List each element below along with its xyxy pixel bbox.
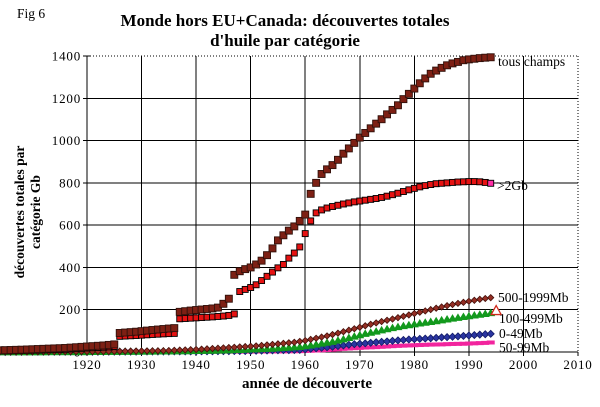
y-axis-title: découvertes totales par catégorie Gb [12,62,44,362]
x-tick-label: 1970 [345,357,374,372]
figure-number: Fig 6 [17,6,46,21]
tick-labels: 0200400600800100012001400192019301940195… [52,49,592,373]
y-axis-title-line2: catégorie Gb [28,175,43,249]
chart-title: Monde hors EU+Canada: découvertes totale… [0,11,570,51]
y-tick-label: 1200 [52,91,81,106]
y-tick-label: 400 [59,260,81,275]
y-tick-label: 200 [59,302,81,317]
chart-title-line2: d'huile par catégorie [210,31,360,50]
series-label-cat-0-49mb: 0-49Mb [499,326,543,341]
x-tick-label: 1950 [236,357,265,372]
x-tick-label: 2010 [563,357,592,372]
series-label-gt2gb: >2Gb [497,178,528,193]
x-axis-title: année de découverte [242,376,372,392]
x-tick-label: 1980 [400,357,429,372]
y-tick-label: 1400 [52,49,81,64]
series-labels: tous champs >2Gb 500-1999Mb 100-499Mb0-49Mb… [497,54,569,355]
x-tick-label: 1930 [127,357,156,372]
x-tick-label: 1960 [291,357,320,372]
y-tick-label: 800 [59,175,81,190]
series-label-tous-champs: tous champs [498,54,565,69]
x-tick-label: 1940 [182,357,211,372]
x-tick-label: 1920 [72,357,101,372]
y-tick-label: 1000 [52,133,81,148]
chart-title-line1: Monde hors EU+Canada: découvertes totale… [120,11,450,30]
series-label-cat-50-99mb: 50-99Mb [499,340,549,355]
series-tous-champs [0,53,495,355]
y-tick-label: 600 [59,218,81,233]
gridlines [87,55,579,352]
x-tick-label: 2000 [509,357,538,372]
y-axis-title-line1: découvertes totales par [12,145,27,279]
series-label-cat-100-499mb: 100-499Mb [499,311,563,326]
series-label-cat-500-1999mb: 500-1999Mb [498,290,569,305]
x-tick-label: 1990 [454,357,483,372]
